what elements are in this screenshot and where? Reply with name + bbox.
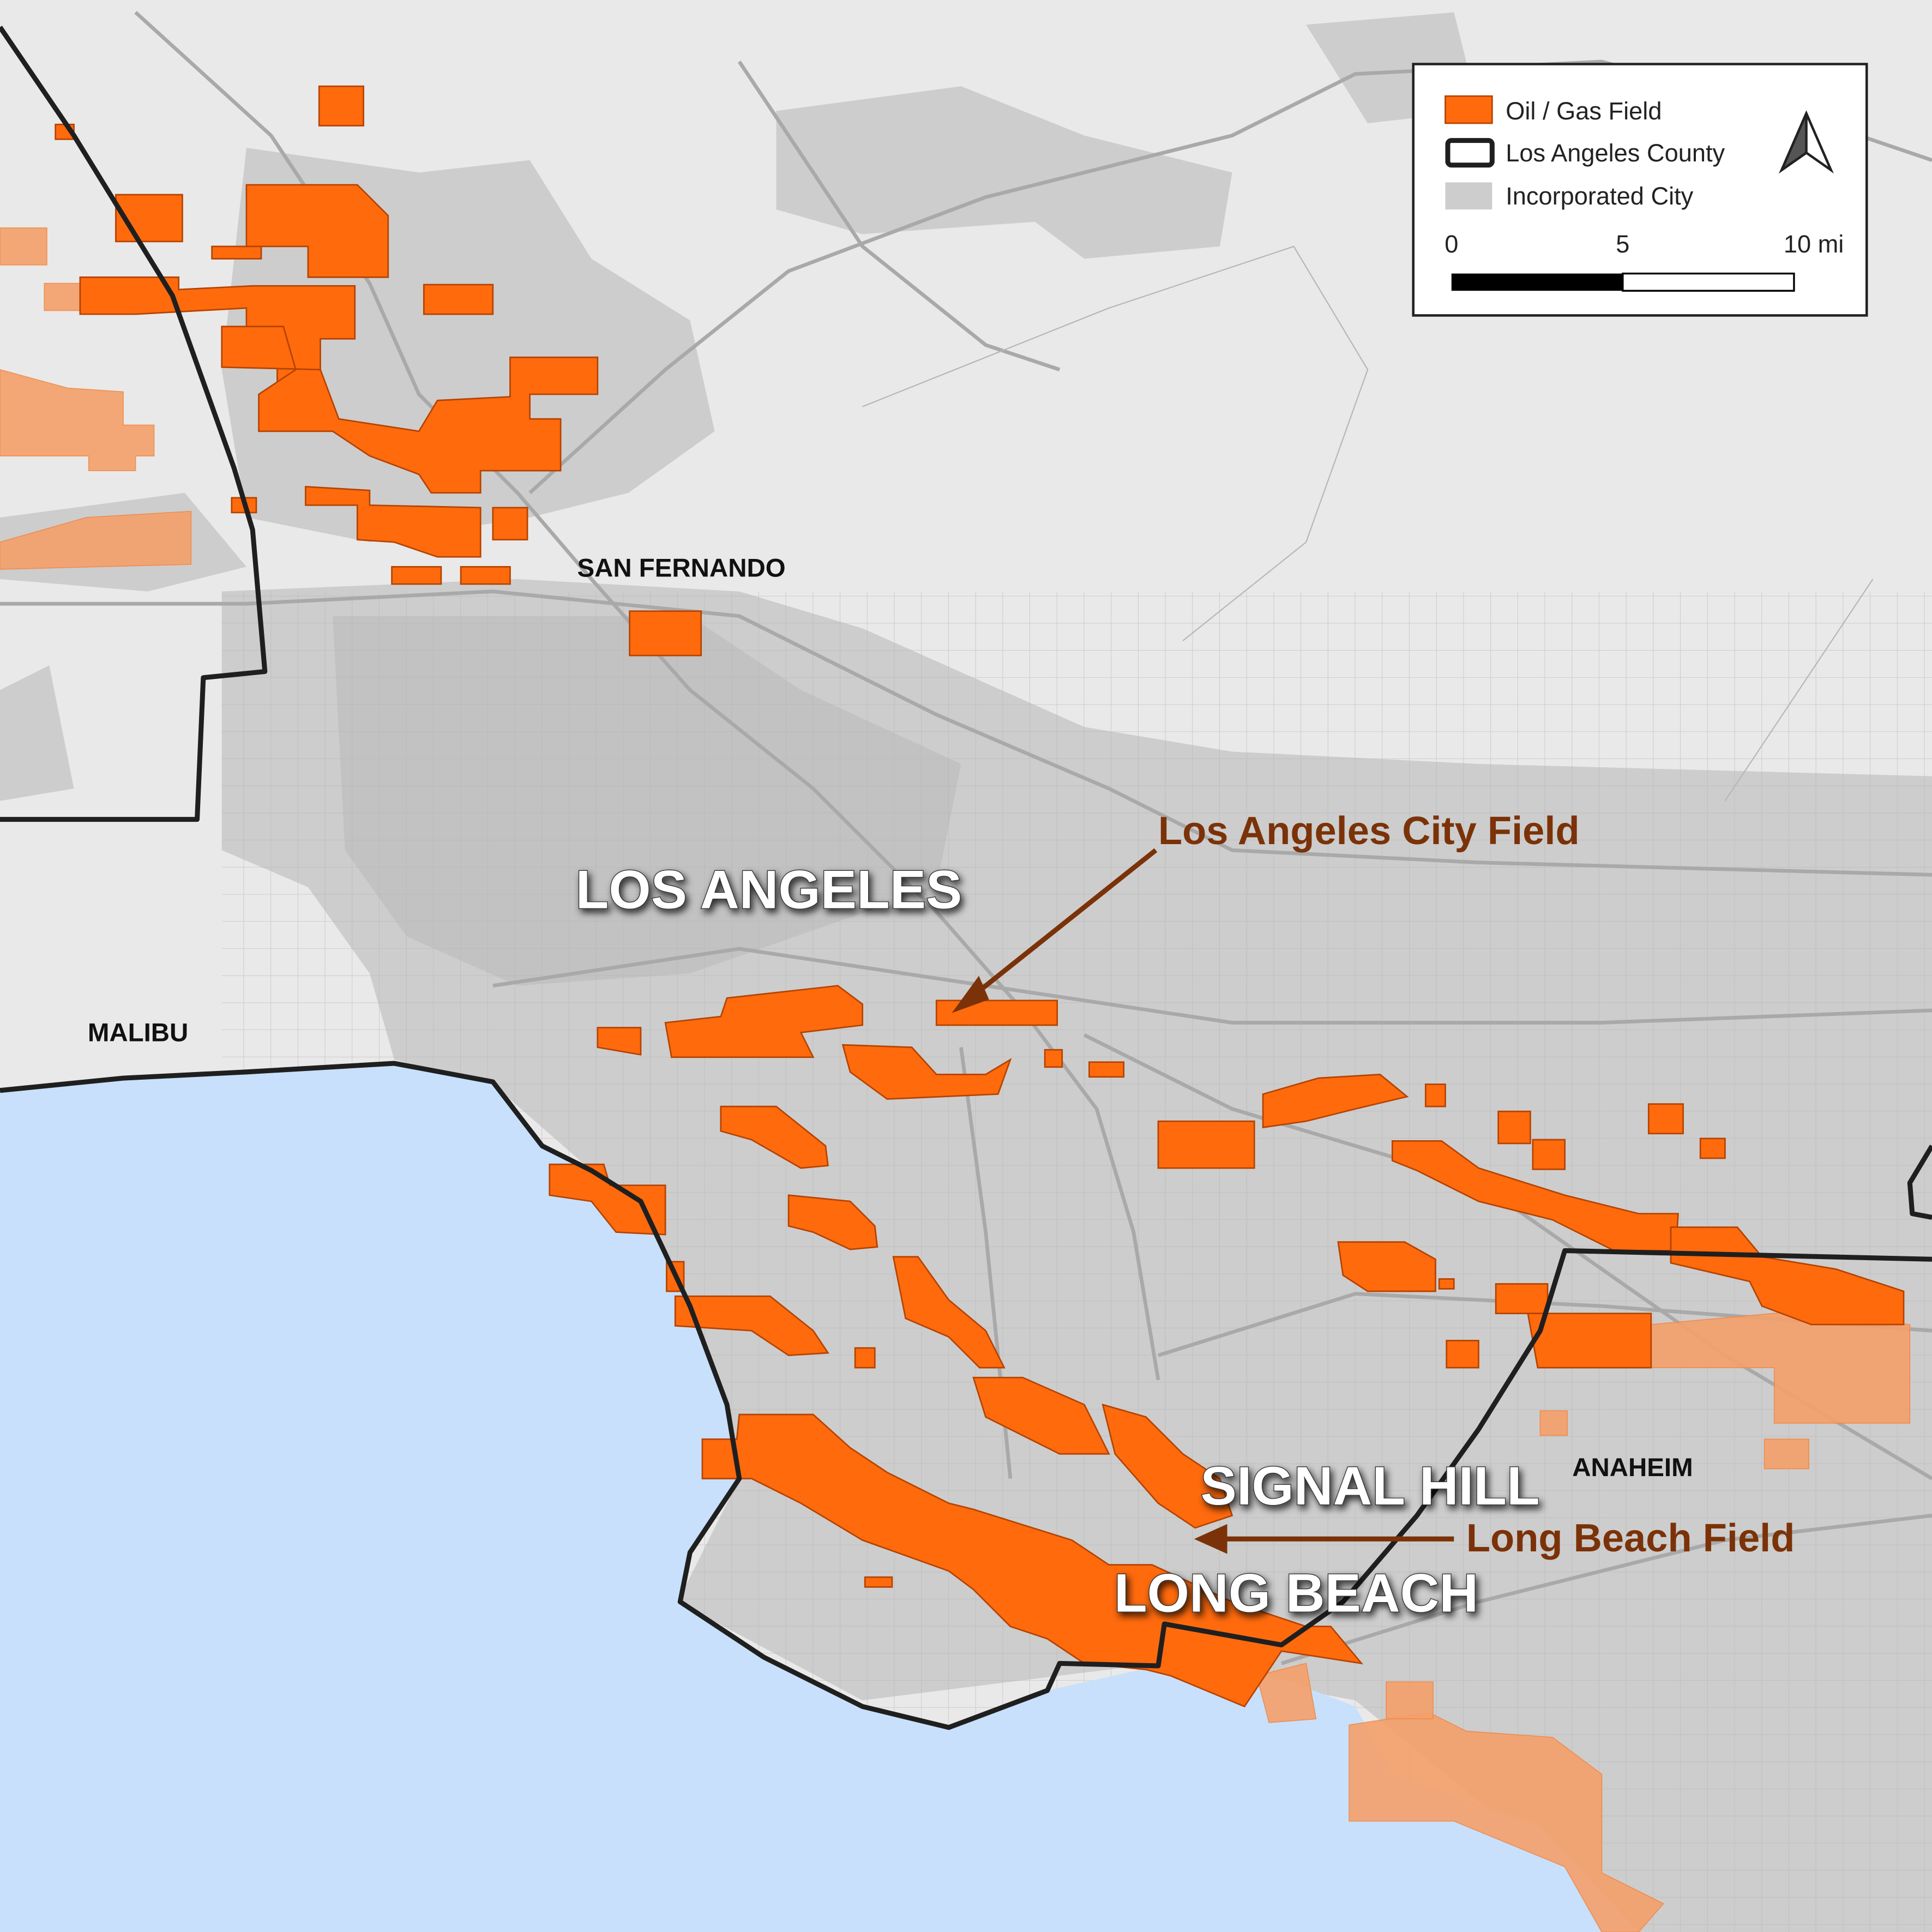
oil-gas-field-part bbox=[305, 486, 482, 558]
oil-gas-field-part bbox=[460, 566, 511, 585]
oil-gas-field-part bbox=[854, 1347, 876, 1369]
oil-gas-field-part bbox=[597, 1027, 642, 1056]
callout-arrow-part bbox=[972, 848, 1158, 998]
oil-gas-field-part bbox=[211, 245, 262, 260]
place-label: SAN FERNANDO bbox=[577, 553, 785, 582]
oil-gas-field-part bbox=[629, 610, 702, 657]
county-boundary bbox=[0, 26, 1932, 1730]
oil-gas-field-part bbox=[1647, 1103, 1684, 1135]
oil-gas-field-part bbox=[787, 1194, 878, 1250]
road-part bbox=[862, 245, 1369, 641]
incorporated-city-part bbox=[0, 665, 74, 801]
callout-arrow-part bbox=[1194, 1524, 1227, 1554]
oil-gas-field-part bbox=[1438, 1278, 1455, 1290]
field-label: Long Beach Field bbox=[1466, 1516, 1795, 1560]
oil-gas-field-part bbox=[892, 1256, 1006, 1369]
oil-gas-field-part bbox=[674, 1295, 829, 1356]
place-label: ANAHEIM bbox=[1572, 1453, 1693, 1482]
scale-bar bbox=[1451, 273, 1623, 291]
oil-gas-field-part bbox=[1495, 1283, 1549, 1315]
oil-gas-field-part bbox=[318, 85, 364, 127]
oil-gas-field-part bbox=[1088, 1061, 1125, 1078]
oil-gas-field-outside-county-part bbox=[1256, 1663, 1317, 1723]
road-part bbox=[737, 61, 1061, 372]
place-label: MALIBU bbox=[88, 1018, 188, 1047]
callout-arrow bbox=[952, 848, 1454, 1554]
oil-gas-field-part bbox=[549, 1163, 666, 1236]
oil-gas-field-part bbox=[1044, 1049, 1063, 1068]
legend-label: Los Angeles County bbox=[1506, 139, 1725, 167]
oil-gas-field-part bbox=[1497, 1110, 1531, 1145]
county-boundary-part bbox=[1907, 1145, 1932, 1220]
road-part bbox=[1280, 1513, 1932, 1665]
legend-swatch bbox=[1445, 95, 1493, 124]
legend: Oil / Gas Field Los Angeles County Incor… bbox=[1412, 63, 1868, 317]
oil-gas-field-outside-county-part bbox=[0, 510, 192, 570]
county-boundary-part bbox=[0, 1061, 1932, 1730]
oil-gas-field-part bbox=[1262, 1073, 1409, 1129]
oil-gas-field bbox=[55, 85, 1905, 1708]
oil-gas-field-part bbox=[1157, 1120, 1255, 1169]
oil-gas-field-part bbox=[935, 1000, 1058, 1026]
oil-gas-field-part bbox=[1670, 1226, 1905, 1326]
oil-gas-field-part bbox=[1699, 1137, 1726, 1159]
oil-gas-field-part bbox=[701, 1413, 1364, 1708]
oil-gas-field-part bbox=[1527, 1313, 1652, 1369]
field-label: Los Angeles City Field bbox=[1158, 809, 1580, 853]
oil-gas-field-part bbox=[1424, 1084, 1446, 1108]
road-part bbox=[0, 589, 1932, 877]
north-arrow bbox=[1779, 110, 1834, 174]
oil-gas-field-part bbox=[391, 566, 442, 585]
legend-swatch bbox=[1445, 138, 1495, 168]
scale-bar bbox=[1622, 272, 1795, 292]
place-label: LONG BEACH bbox=[1114, 1563, 1478, 1624]
incorporated-city-part bbox=[776, 86, 1232, 259]
oil-gas-field-outside-county-part bbox=[1349, 1712, 1664, 1932]
oil-gas-field-part bbox=[1532, 1139, 1566, 1170]
oil-gas-field-outside-county-part bbox=[44, 282, 82, 311]
oil-gas-field-part bbox=[664, 985, 864, 1058]
oil-gas-field-part bbox=[1446, 1340, 1479, 1369]
place-label: LOS ANGELES bbox=[576, 859, 962, 920]
oil-gas-field-outside-county-part bbox=[1539, 1410, 1568, 1436]
scale-label: 0 bbox=[1445, 230, 1458, 258]
oil-gas-field-outside-county-part bbox=[1386, 1681, 1434, 1719]
oil-gas-field-part bbox=[492, 507, 528, 541]
oil-gas-field-part bbox=[1102, 1403, 1233, 1529]
oil-gas-field-outside-county bbox=[0, 227, 1911, 1932]
legend-label: Incorporated City bbox=[1506, 182, 1693, 210]
road-part bbox=[492, 947, 1932, 1025]
oil-gas-field-part bbox=[841, 1044, 1012, 1100]
oil-gas-field-outside-county-part bbox=[0, 369, 155, 472]
county-boundary-part bbox=[0, 26, 268, 822]
ocean bbox=[0, 1063, 1639, 1932]
legend-label: Oil / Gas Field bbox=[1506, 97, 1662, 125]
legend-swatch bbox=[1445, 182, 1492, 210]
road-part bbox=[1724, 579, 1874, 802]
north-arrow-part bbox=[1779, 112, 1808, 174]
scale-label: 5 bbox=[1616, 230, 1629, 258]
oil-gas-field-outside-county-part bbox=[1764, 1439, 1809, 1470]
oil-gas-field-part bbox=[972, 1376, 1110, 1455]
place-labels: SAN FERNANDO MALIBU LOS ANGELES SIGNAL H… bbox=[88, 553, 1795, 1624]
oil-gas-field-part bbox=[864, 1576, 893, 1588]
oil-gas-field-outside-county-part bbox=[0, 227, 47, 266]
scale-label: 10 mi bbox=[1784, 230, 1844, 258]
callout-arrow-part bbox=[952, 976, 989, 1013]
road-part bbox=[134, 11, 1160, 1381]
oil-gas-field-part bbox=[720, 1105, 829, 1169]
place-label: SIGNAL HILL bbox=[1201, 1456, 1540, 1516]
oil-gas-field-part bbox=[221, 326, 599, 494]
oil-gas-field-part bbox=[423, 284, 494, 315]
oil-gas-field-part bbox=[1337, 1241, 1436, 1292]
